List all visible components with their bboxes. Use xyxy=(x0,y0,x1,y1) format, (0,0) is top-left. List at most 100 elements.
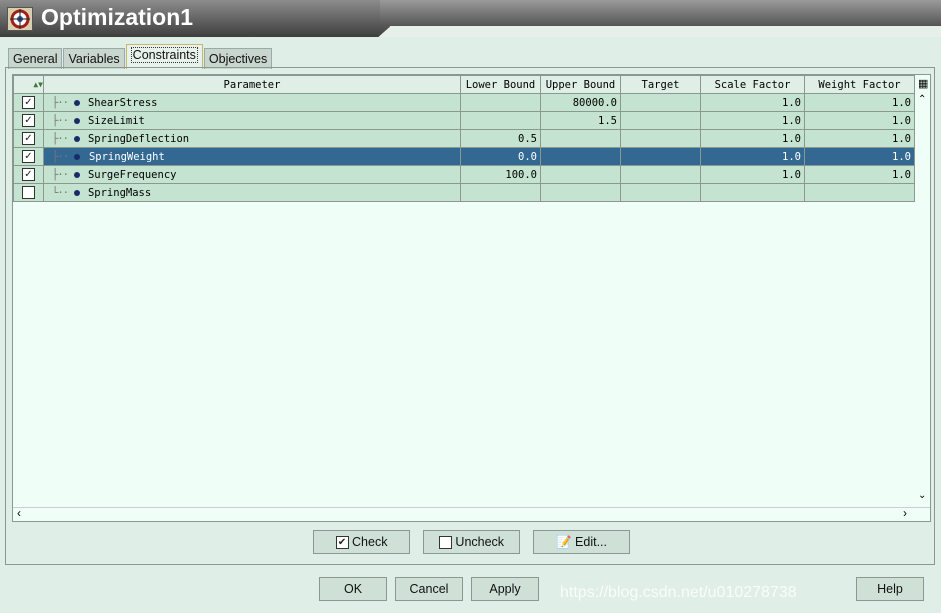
target-cell[interactable] xyxy=(620,183,701,202)
column-chooser-icon[interactable]: ▦ xyxy=(918,78,929,90)
parameter-bullet-icon xyxy=(73,117,80,124)
checkbox-checked-icon: ✓ xyxy=(22,132,35,145)
tab-variables[interactable]: Variables xyxy=(63,48,125,69)
edit-label: Edit... xyxy=(575,535,608,549)
parameter-cell[interactable]: ├·· SpringWeight xyxy=(43,147,461,166)
parameter-cell[interactable]: ├·· SizeLimit xyxy=(43,111,461,130)
uncheck-button[interactable]: Uncheck xyxy=(423,530,520,554)
lower-bound-cell[interactable] xyxy=(460,111,541,130)
tab-general[interactable]: General xyxy=(8,48,63,69)
scroll-left-icon[interactable]: ‹ xyxy=(17,506,21,520)
ok-button[interactable]: OK xyxy=(319,577,387,601)
column-header-target[interactable]: Target xyxy=(620,75,701,94)
lower-bound-cell[interactable] xyxy=(460,183,541,202)
table-row[interactable]: └·· SpringMass xyxy=(13,183,915,202)
lower-bound-cell[interactable]: 0.0 xyxy=(460,147,541,166)
column-header-parameter[interactable]: Parameter xyxy=(43,75,461,94)
scroll-down-icon[interactable]: ⌄ xyxy=(918,490,927,501)
row-checkbox[interactable]: ✓ xyxy=(13,165,44,184)
table-row[interactable]: ✓ ├·· SizeLimit 1.5 1.0 1.0 xyxy=(13,111,915,130)
checkbox-empty-icon xyxy=(438,536,452,550)
checkbox-checked-icon: ✓ xyxy=(22,96,35,109)
weight-factor-cell[interactable] xyxy=(804,183,915,202)
target-cell[interactable] xyxy=(620,147,701,166)
window-title: Optimization1 xyxy=(41,4,194,30)
tab-bar: General Variables Constraints Objectives xyxy=(8,44,273,69)
scale-factor-cell[interactable]: 1.0 xyxy=(700,129,805,148)
tab-objectives[interactable]: Objectives xyxy=(203,48,273,69)
scale-factor-cell[interactable]: 1.0 xyxy=(700,165,805,184)
tab-constraints[interactable]: Constraints xyxy=(125,44,203,69)
tree-line-icon: ├·· xyxy=(52,168,69,181)
parameter-bullet-icon xyxy=(73,135,80,142)
edit-button[interactable]: 📝 Edit... xyxy=(533,530,630,554)
upper-bound-cell[interactable] xyxy=(540,129,621,148)
upper-bound-cell[interactable]: 1.5 xyxy=(540,111,621,130)
parameter-cell[interactable]: ├·· SpringDeflection xyxy=(43,129,461,148)
upper-bound-cell[interactable] xyxy=(540,165,621,184)
watermark: https://blog.csdn.net/u010278738 xyxy=(560,584,797,601)
upper-bound-cell[interactable] xyxy=(540,147,621,166)
parameter-cell[interactable]: ├·· ShearStress xyxy=(43,93,461,112)
column-header-weight-factor[interactable]: Weight Factor xyxy=(804,75,915,94)
scale-factor-cell[interactable] xyxy=(700,183,805,202)
parameter-cell[interactable]: ├·· SurgeFrequency xyxy=(43,165,461,184)
table-row[interactable]: ✓ ├·· SpringDeflection 0.5 1.0 1.0 xyxy=(13,129,915,148)
upper-bound-cell[interactable] xyxy=(540,183,621,202)
column-header-scale-factor[interactable]: Scale Factor xyxy=(700,75,805,94)
constraints-table: ▲▼ Parameter Lower Bound Upper Bound Tar… xyxy=(12,74,931,522)
table-row[interactable]: ✓ ├·· SurgeFrequency 100.0 1.0 1.0 xyxy=(13,165,915,184)
weight-factor-cell[interactable]: 1.0 xyxy=(804,111,915,130)
tree-line-icon: ├·· xyxy=(52,150,69,163)
help-button[interactable]: Help xyxy=(856,577,924,601)
parameter-name: SurgeFrequency xyxy=(87,168,177,181)
scale-factor-cell[interactable]: 1.0 xyxy=(700,93,805,112)
target-cell[interactable] xyxy=(620,111,701,130)
table-row[interactable]: ✓ ├·· ShearStress 80000.0 1.0 1.0 xyxy=(13,93,915,112)
vertical-scrollbar[interactable]: ▦ ⌃ ⌄ xyxy=(915,78,930,507)
tree-line-icon: ├·· xyxy=(52,132,69,145)
lower-bound-cell[interactable]: 100.0 xyxy=(460,165,541,184)
scroll-up-icon[interactable]: ⌃ xyxy=(918,94,927,105)
row-checkbox[interactable]: ✓ xyxy=(13,111,44,130)
parameter-cell[interactable]: └·· SpringMass xyxy=(43,183,461,202)
title-bar-bg-right xyxy=(380,0,941,26)
checkbox-checked-icon: ✓ xyxy=(22,150,35,163)
check-button[interactable]: ✔ Check xyxy=(313,530,410,554)
horizontal-scrollbar[interactable]: ‹ › xyxy=(13,506,930,522)
scale-factor-cell[interactable]: 1.0 xyxy=(700,147,805,166)
tree-line-icon: ├·· xyxy=(52,114,69,127)
weight-factor-cell[interactable]: 1.0 xyxy=(804,129,915,148)
table-row[interactable]: ✓ ├·· SpringWeight 0.0 1.0 1.0 xyxy=(13,147,915,166)
apply-button[interactable]: Apply xyxy=(471,577,539,601)
column-header-upper-bound[interactable]: Upper Bound xyxy=(540,75,621,94)
uncheck-label: Uncheck xyxy=(455,535,505,549)
target-cell[interactable] xyxy=(620,129,701,148)
row-checkbox[interactable]: ✓ xyxy=(13,129,44,148)
row-checkbox[interactable] xyxy=(13,183,44,202)
scroll-right-icon[interactable]: › xyxy=(903,506,907,520)
column-header-lower-bound[interactable]: Lower Bound xyxy=(460,75,541,94)
parameter-bullet-icon xyxy=(73,153,80,160)
weight-factor-cell[interactable]: 1.0 xyxy=(804,147,915,166)
parameter-bullet-icon xyxy=(73,189,80,196)
checkbox-empty-icon xyxy=(22,186,35,199)
title-bar-bg xyxy=(0,0,390,37)
parameter-bullet-icon xyxy=(73,99,80,106)
checkbox-checked-icon: ✓ xyxy=(22,168,35,181)
scale-factor-cell[interactable]: 1.0 xyxy=(700,111,805,130)
target-cell[interactable] xyxy=(620,93,701,112)
weight-factor-cell[interactable]: 1.0 xyxy=(804,93,915,112)
parameter-name: SpringDeflection xyxy=(87,132,190,145)
parameter-name: SpringMass xyxy=(87,186,152,199)
sort-column-header[interactable]: ▲▼ xyxy=(13,75,44,94)
lower-bound-cell[interactable] xyxy=(460,93,541,112)
target-cell[interactable] xyxy=(620,165,701,184)
checkbox-checked-icon: ✓ xyxy=(22,114,35,127)
lower-bound-cell[interactable]: 0.5 xyxy=(460,129,541,148)
upper-bound-cell[interactable]: 80000.0 xyxy=(540,93,621,112)
cancel-button[interactable]: Cancel xyxy=(395,577,463,601)
row-checkbox[interactable]: ✓ xyxy=(13,147,44,166)
row-checkbox[interactable]: ✓ xyxy=(13,93,44,112)
weight-factor-cell[interactable]: 1.0 xyxy=(804,165,915,184)
